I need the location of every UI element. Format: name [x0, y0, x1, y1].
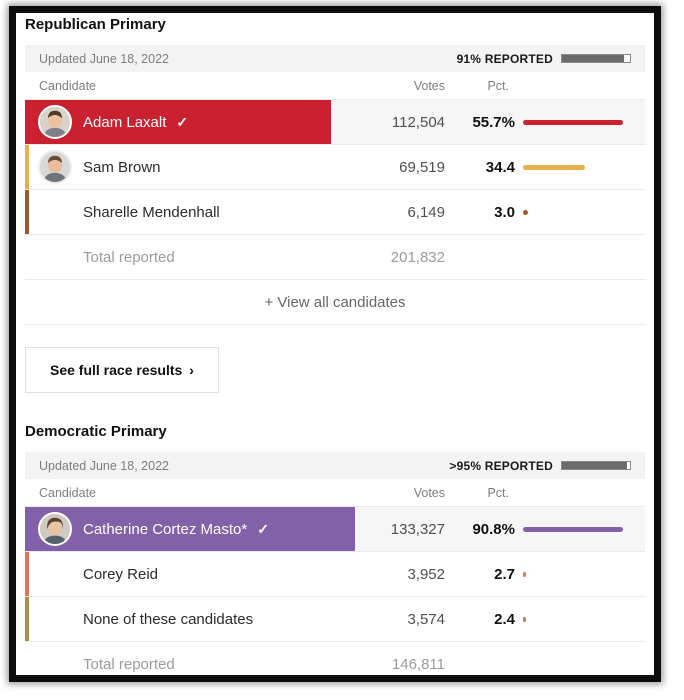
party-color-stripe	[25, 552, 29, 596]
chevron-right-icon: ›	[189, 362, 194, 378]
pct-bar	[523, 164, 585, 170]
updated-date: Updated June 18, 2022	[39, 458, 169, 473]
candidate-name: Sharelle Mendenhall	[83, 203, 220, 221]
winner-highlight	[25, 100, 331, 144]
see-full-race-results-button[interactable]: See full race results ›	[25, 347, 219, 393]
democratic-results-panel: Updated June 18, 2022 >95% REPORTED Cand…	[25, 452, 645, 675]
winner-check-icon: ✓	[257, 520, 269, 537]
candidate-name: Adam Laxalt	[83, 113, 167, 131]
party-color-stripe	[25, 145, 29, 189]
republican-primary-title: Republican Primary	[25, 16, 166, 33]
pct-bar	[523, 616, 526, 622]
view-all-candidates-button[interactable]: + View all candidates	[25, 280, 645, 325]
reported-progress-bar	[561, 54, 631, 63]
pct-column-header: Pct.	[487, 485, 509, 500]
updated-date: Updated June 18, 2022	[39, 51, 169, 66]
votes-column-header: Votes	[413, 78, 445, 93]
candidate-photo	[38, 105, 72, 139]
candidate-name: Sam Brown	[83, 158, 161, 176]
pct-bar	[523, 209, 529, 215]
pct-bar	[523, 571, 526, 577]
pct-bar	[523, 119, 623, 125]
pct-value: 2.7	[494, 565, 515, 583]
reported-percentage-label: >95% REPORTED	[449, 458, 553, 473]
votes-value: 3,952	[407, 565, 445, 583]
reported-progress-bar	[561, 461, 631, 470]
party-color-stripe	[25, 597, 29, 641]
candidate-name: None of these candidates	[83, 610, 254, 628]
winner-highlight	[25, 507, 355, 551]
pct-value: 90.8%	[472, 520, 515, 538]
democratic-primary-title: Democratic Primary	[25, 423, 167, 440]
see-full-race-results-label: See full race results	[50, 362, 183, 378]
democratic-table-header: Candidate Votes Pct.	[25, 479, 645, 507]
candidate-row-adam-laxalt: Adam Laxalt ✓ 112,504 55.7%	[25, 100, 645, 145]
republican-updated-bar: Updated June 18, 2022 91% REPORTED	[25, 45, 645, 72]
reported-progress-fill	[562, 462, 628, 469]
candidate-row-sam-brown: Sam Brown 69,519 34.4	[25, 145, 645, 190]
view-all-candidates-label: + View all candidates	[264, 293, 406, 311]
votes-column-header: Votes	[413, 485, 445, 500]
total-reported-row: Total reported 201,832	[25, 235, 645, 280]
candidate-column-header: Candidate	[39, 78, 96, 93]
democratic-updated-bar: Updated June 18, 2022 >95% REPORTED	[25, 452, 645, 479]
reported-progress-fill	[562, 55, 624, 62]
votes-value: 6,149	[407, 203, 445, 221]
total-reported-votes: 146,811	[391, 655, 445, 673]
votes-value: 112,504	[391, 113, 445, 131]
pct-value: 2.4	[494, 610, 515, 628]
candidate-row-catherine-cortez-masto: Catherine Cortez Masto* ✓ 133,327 90.8%	[25, 507, 645, 552]
pct-column-header: Pct.	[487, 78, 509, 93]
candidate-column-header: Candidate	[39, 485, 96, 500]
reported-percentage-label: 91% REPORTED	[456, 51, 553, 66]
party-color-stripe	[25, 190, 29, 234]
results-widget-frame: Republican Primary Updated June 18, 2022…	[9, 6, 661, 682]
votes-value: 69,519	[399, 158, 445, 176]
pct-value: 34.4	[485, 158, 515, 176]
candidate-name: Catherine Cortez Masto*	[83, 520, 248, 538]
candidate-row-none-of-these-candidates: None of these candidates 3,574 2.4	[25, 597, 645, 642]
republican-results-panel: Updated June 18, 2022 91% REPORTED Candi…	[25, 45, 645, 325]
candidate-photo	[38, 150, 72, 184]
votes-value: 3,574	[407, 610, 445, 628]
pct-bar	[523, 526, 623, 532]
total-reported-label: Total reported	[83, 655, 175, 673]
winner-check-icon: ✓	[176, 113, 189, 130]
candidate-photo	[38, 512, 72, 546]
candidate-row-corey-reid: Corey Reid 3,952 2.7	[25, 552, 645, 597]
pct-value: 55.7%	[472, 113, 515, 131]
republican-table-header: Candidate Votes Pct.	[25, 72, 645, 100]
pct-value: 3.0	[494, 203, 515, 221]
total-reported-row: Total reported 146,811	[25, 642, 645, 675]
votes-value: 133,327	[390, 520, 445, 538]
total-reported-votes: 201,832	[390, 248, 445, 266]
candidate-name: Corey Reid	[83, 565, 159, 583]
candidate-row-sharelle-mendenhall: Sharelle Mendenhall 6,149 3.0	[25, 190, 645, 235]
total-reported-label: Total reported	[83, 248, 175, 266]
